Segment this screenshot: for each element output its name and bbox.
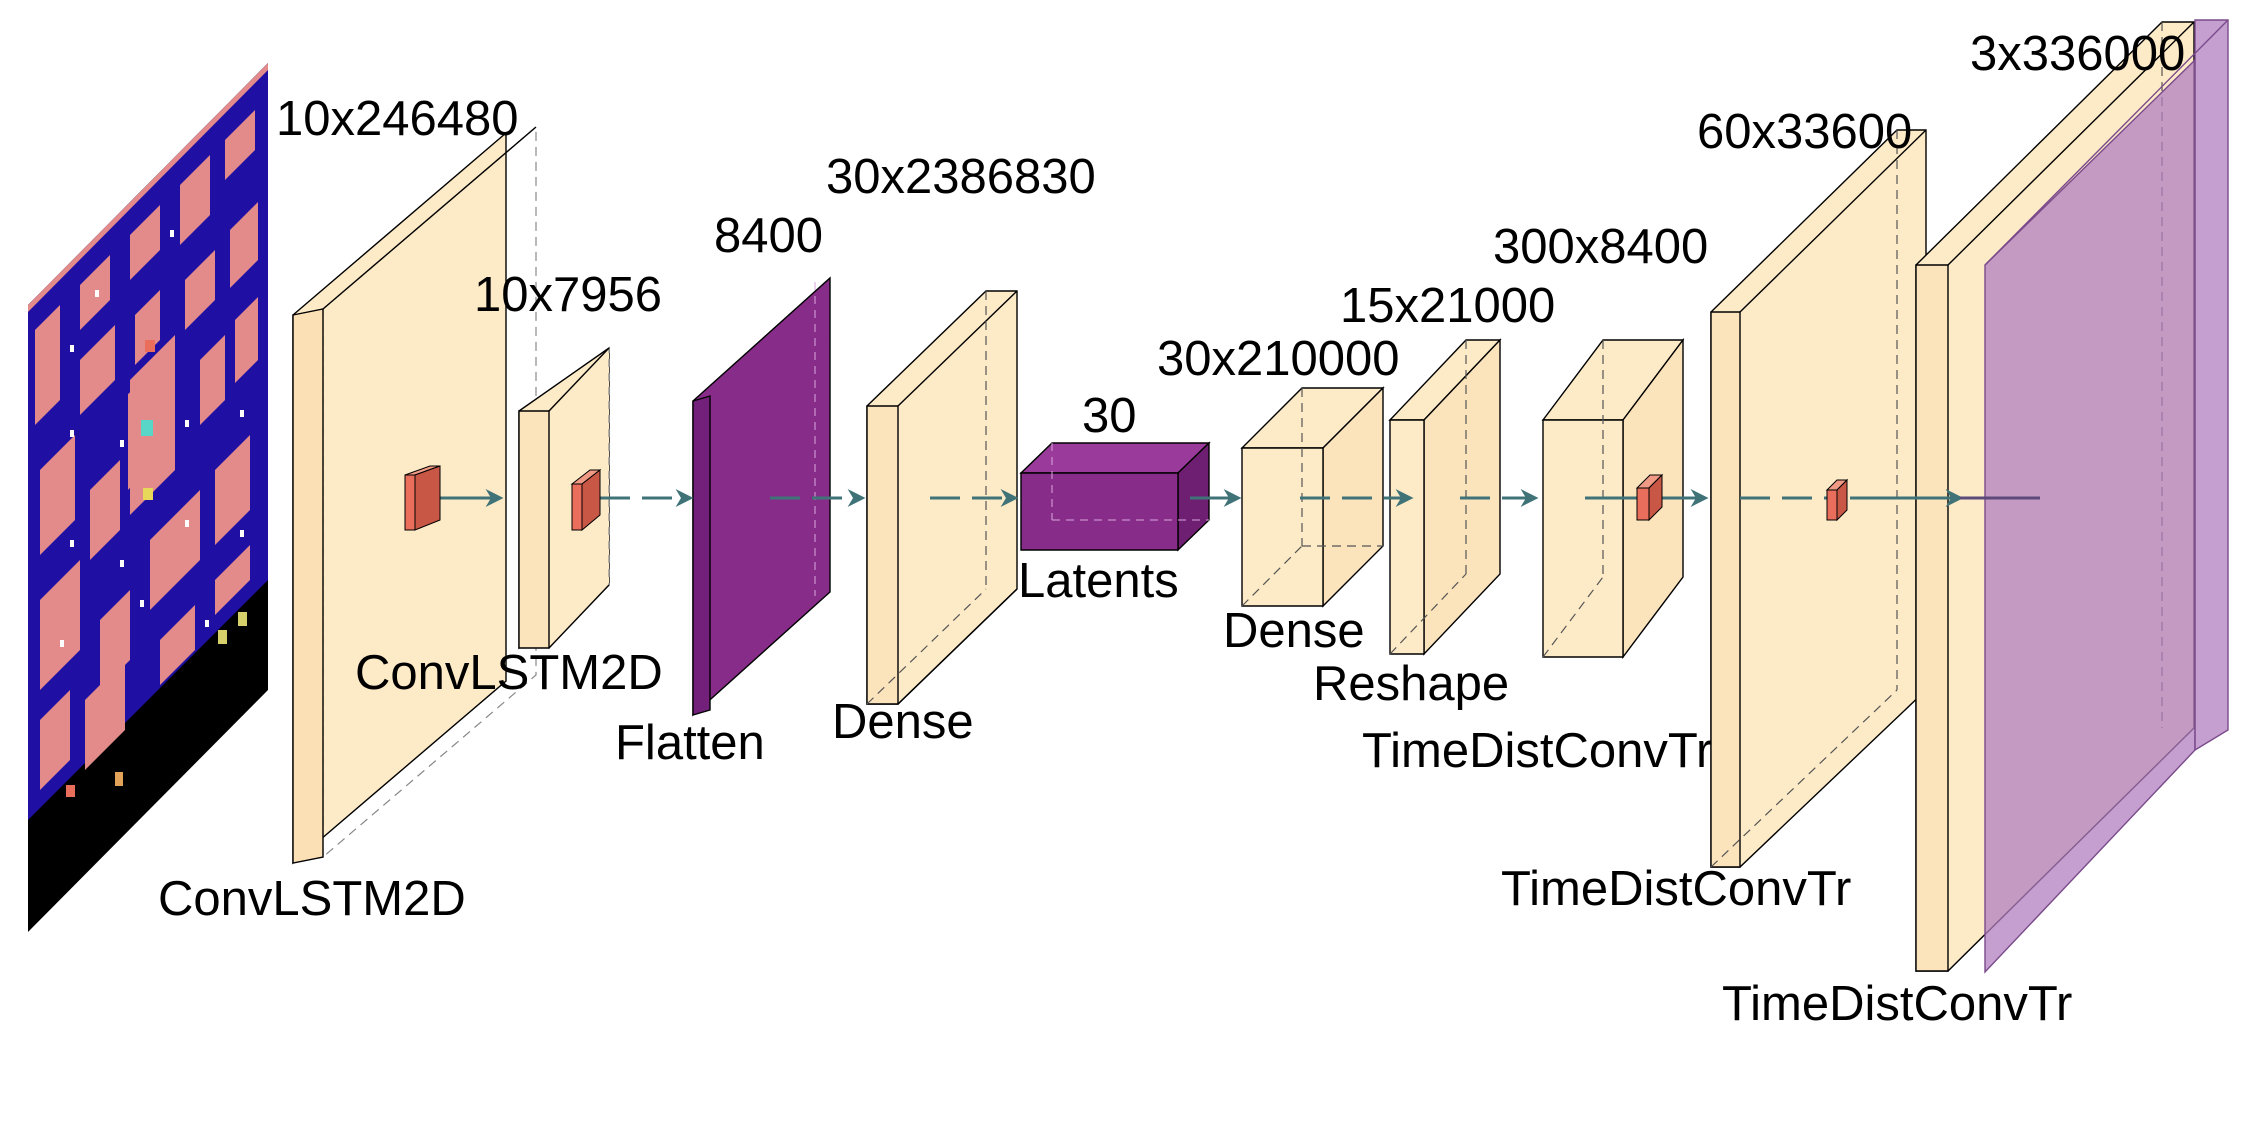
layer-latents-block xyxy=(1019,441,1211,552)
convtr-kernel-cube xyxy=(1635,473,1664,522)
shape-label-tdct1: 300x8400 xyxy=(1493,220,1708,274)
shape-label-latents: 30 xyxy=(1082,389,1137,443)
shape-label-dense2: 30x210000 xyxy=(1157,332,1400,386)
layer-name-flatten: Flatten xyxy=(615,716,765,770)
layer-name-conv2: ConvLSTM2D xyxy=(355,646,663,700)
layer-conv1-block xyxy=(292,125,537,865)
shape-label-tdct3: 3x336000 xyxy=(1970,27,2185,81)
shape-label-conv2: 10x7956 xyxy=(474,268,662,322)
layer-name-dense2: Dense xyxy=(1223,604,1365,658)
layer-name-dense1: Dense xyxy=(832,695,974,749)
shape-label-dense1: 30x2386830 xyxy=(826,150,1096,204)
layer-name-conv1: ConvLSTM2D xyxy=(158,872,466,926)
pacman-sprite xyxy=(143,488,153,500)
maze-walls xyxy=(35,110,258,790)
conv-kernel-cube xyxy=(570,468,602,532)
shape-label-reshape: 15x21000 xyxy=(1340,279,1555,333)
convtr-kernel-cube xyxy=(1825,478,1849,522)
conv-kernel-cube xyxy=(404,465,441,531)
cherry-icon xyxy=(66,785,75,797)
lives-icon xyxy=(218,630,227,644)
shape-label-conv1: 10x246480 xyxy=(276,92,519,146)
layer-flatten-block xyxy=(692,276,831,717)
layer-name-tdct2: TimeDistConvTr xyxy=(1501,862,1851,916)
layer-name-latents: Latents xyxy=(1018,554,1179,608)
pellets xyxy=(60,230,244,647)
score-digit xyxy=(115,772,123,786)
ghost-house xyxy=(128,350,172,490)
input-game-frame xyxy=(28,63,268,932)
layer-tdct2-block xyxy=(1710,129,1927,868)
shape-label-flatten: 8400 xyxy=(714,209,823,263)
layer-name-tdct3: TimeDistConvTr xyxy=(1722,977,2072,1031)
lives-icon xyxy=(238,612,247,626)
ghost-sprite xyxy=(145,340,155,352)
output-frame-plane xyxy=(1984,19,2229,974)
layer-name-reshape: Reshape xyxy=(1313,657,1509,711)
shape-label-tdct2: 60x33600 xyxy=(1697,105,1912,159)
layer-name-tdct1: TimeDistConvTr xyxy=(1362,724,1712,778)
